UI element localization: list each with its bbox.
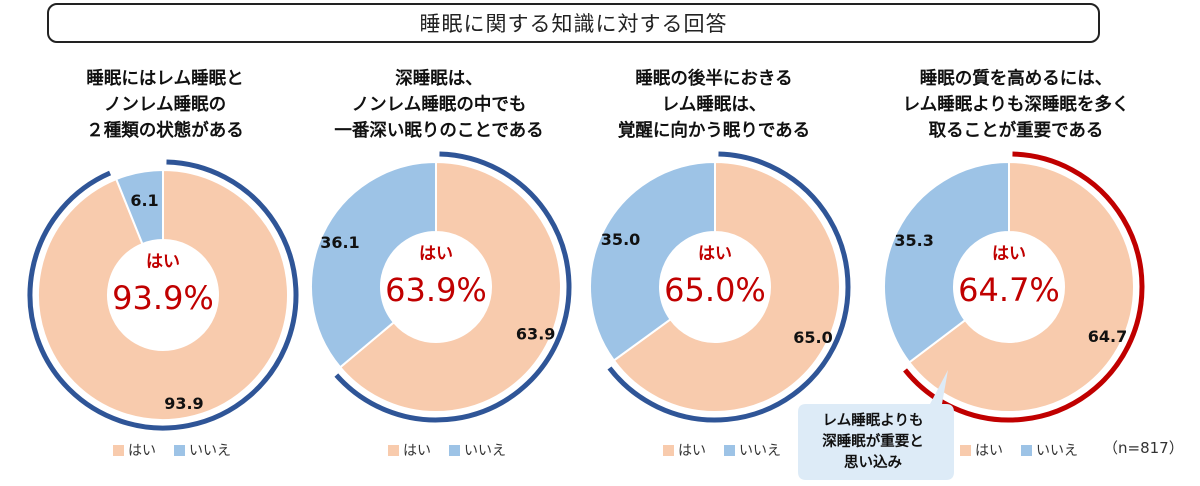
legend-item-yes: はい [113, 440, 156, 460]
callout-bubble [798, 370, 954, 480]
donut-1-center-label: はい [146, 252, 180, 272]
chart-title-text: 睡眠に関する知識に対する回答 [419, 12, 728, 36]
donut-2-center-label: はい [419, 244, 453, 264]
legend-item-no: いいえ [449, 440, 506, 460]
donut-3-center-label: はい [698, 244, 732, 264]
donut-3-center-value: 65.0% [664, 271, 766, 309]
legend-3: はい いいえ [663, 440, 799, 460]
question-title-3-line-1: 睡眠の後半におきる [635, 69, 793, 89]
question-title-3-line-2: レム睡眠は、 [661, 95, 767, 115]
donut-1-value-label-yes: 93.9 [164, 394, 203, 413]
legend-item-no: いいえ [174, 440, 231, 460]
donut-2-slice-yes [338, 160, 562, 413]
donut-1-center-value: 93.9% [112, 279, 214, 317]
question-title-2: 深睡眠は、 ノンレム睡眠の中でも 一番深い眠りのことである [299, 66, 579, 144]
legend-label-no: いいえ [1036, 443, 1078, 459]
legend-swatch-no [724, 444, 735, 456]
question-title-2-line-3: 一番深い眠りのことである [334, 121, 544, 141]
legend-2: はい いいえ [388, 440, 524, 460]
donut-3-value-label-yes: 65.0 [793, 328, 832, 347]
callout-text: レム睡眠よりも 深睡眠が重要と 思い込み [798, 404, 948, 480]
question-title-1: 睡眠にはレム睡眠と ノンレム睡眠の ２種類の状態がある [25, 66, 305, 144]
question-title-3: 睡眠の後半におきる レム睡眠は、 覚醒に向かう眠りである [574, 66, 854, 144]
callout-line-3: 思い込み [844, 454, 902, 471]
donut-3-value-label-no: 35.0 [601, 230, 640, 249]
legend-item-yes: はい [388, 440, 431, 460]
sample-size-note: （n=817） [1103, 439, 1184, 457]
legend-swatch-yes [113, 444, 124, 456]
legend-item-yes: はい [663, 440, 706, 460]
donut-3-highlight-ring [607, 151, 851, 423]
donut-4-center-value: 64.7% [958, 271, 1060, 309]
legend-label-yes: はい [403, 443, 431, 459]
chart-title: 睡眠に関する知識に対する回答 [47, 3, 1100, 43]
donut-2-center-value: 63.9% [385, 271, 487, 309]
donut-2-value-label-no: 36.1 [320, 233, 359, 252]
donut-1-value-label-no: 6.1 [130, 191, 158, 210]
donut-2-value-label-yes: 63.9 [516, 325, 555, 344]
question-title-1-line-2: ノンレム睡眠の [103, 95, 227, 115]
donut-4-slice-no [883, 160, 1010, 364]
donut-1-slice-yes [37, 168, 289, 421]
legend-label-no: いいえ [464, 443, 506, 459]
legend-item-no: いいえ [1021, 440, 1078, 460]
legend-4: はい いいえ [960, 440, 1096, 460]
question-title-4-line-1: 睡眠の質を高めるには、 [919, 69, 1113, 89]
legend-label-no: いいえ [189, 443, 231, 459]
question-title-4-line-2: レム睡眠よりも深睡眠を多く [902, 95, 1130, 115]
callout-line-2: 深睡眠が重要と [822, 433, 924, 450]
question-title-1-line-1: 睡眠にはレム睡眠と [86, 69, 244, 89]
donut-4-slice-yes [907, 160, 1135, 413]
question-title-1-line-3: ２種類の状態がある [86, 121, 244, 141]
donut-1-highlight-ring [27, 159, 299, 431]
callout-line-1: レム睡眠よりも [822, 412, 924, 429]
legend-label-yes: はい [975, 443, 1003, 459]
legend-label-no: いいえ [739, 443, 781, 459]
question-title-2-line-2: ノンレム睡眠の中でも [351, 95, 527, 115]
legend-item-yes: はい [960, 440, 1003, 460]
legend-swatch-yes [960, 444, 971, 456]
legend-swatch-no [449, 444, 460, 456]
question-title-4-line-3: 取ることが重要である [928, 121, 1104, 141]
legend-label-yes: はい [678, 443, 706, 459]
question-title-3-line-3: 覚醒に向かう眠りである [617, 121, 811, 141]
donut-4-value-label-no: 35.3 [894, 231, 933, 250]
donut-2-slice-no [310, 160, 437, 369]
legend-item-no: いいえ [724, 440, 781, 460]
donut-4-center-label: はい [992, 244, 1026, 264]
legend-1: はい いいえ [113, 440, 249, 460]
question-title-2-line-1: 深睡眠は、 [395, 69, 483, 89]
legend-swatch-yes [663, 444, 674, 456]
legend-label-yes: はい [128, 443, 156, 459]
legend-swatch-no [1021, 444, 1032, 456]
donut-2-highlight-ring [334, 151, 572, 423]
donut-1-slice-no [114, 168, 164, 246]
donut-3-slice-no [589, 160, 716, 362]
question-title-4: 睡眠の質を高めるには、 レム睡眠よりも深睡眠を多く 取ることが重要である [866, 66, 1166, 144]
donut-4-value-label-yes: 64.7 [1088, 327, 1127, 346]
donut-4-highlight-ring [903, 151, 1145, 423]
legend-swatch-no [174, 444, 185, 456]
legend-swatch-yes [388, 444, 399, 456]
donut-3-slice-yes [612, 160, 841, 413]
